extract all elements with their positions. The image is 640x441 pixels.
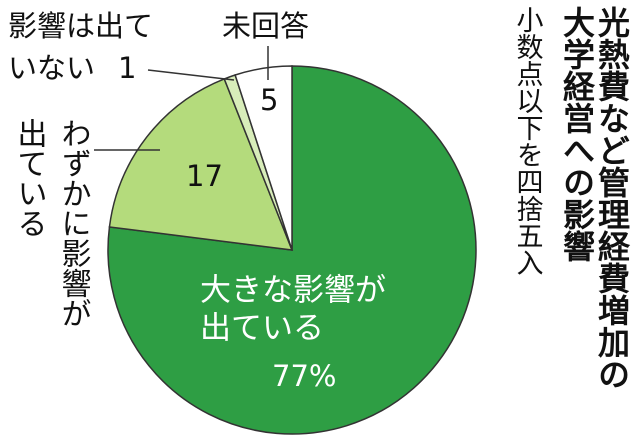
category-label: 出ている xyxy=(200,311,324,347)
leader-line xyxy=(147,69,235,81)
value-label: 77% xyxy=(272,359,336,393)
pie-slice xyxy=(107,65,477,435)
value-label: 17 xyxy=(186,159,223,193)
category-label: 出ている xyxy=(12,118,47,238)
category-label: 影響は出て xyxy=(8,9,153,43)
chart-subtitle: 小数点以下を四捨五入 xyxy=(512,6,544,276)
value-label: 5 xyxy=(260,83,278,117)
category-label: 未回答 xyxy=(222,9,309,43)
pie-slice xyxy=(108,77,294,251)
category-label: わずかに影響が xyxy=(56,118,91,328)
chart-title: 光熱費など管理経費増加の xyxy=(593,6,631,390)
category-label: いない xyxy=(8,51,95,85)
chart-title: 大学経営への影響 xyxy=(558,6,596,262)
pie-slice xyxy=(234,65,293,251)
value-label: 1 xyxy=(118,51,136,85)
category-label: 大きな影響が xyxy=(200,273,386,309)
